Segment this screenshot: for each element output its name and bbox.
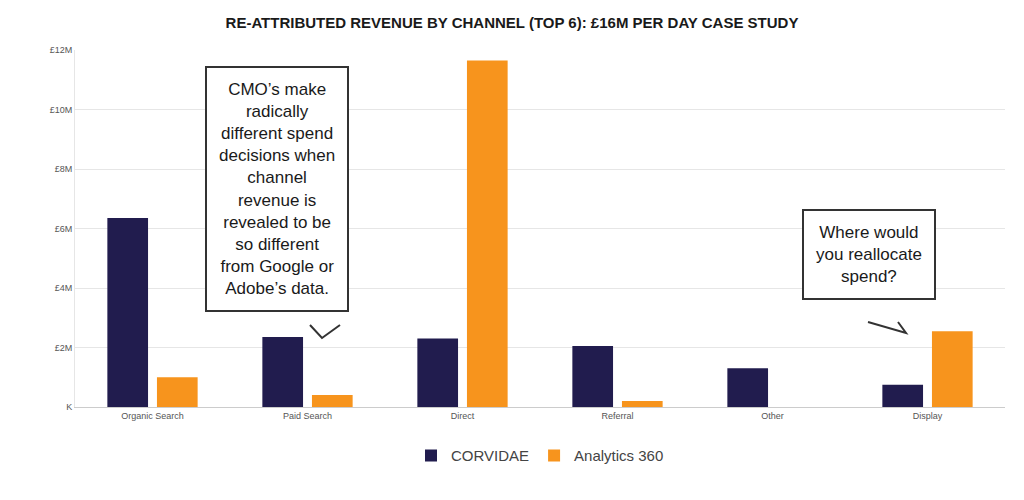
svg-text:Display: Display [913, 411, 943, 421]
svg-text:£6M: £6M [55, 224, 73, 234]
svg-text:Other: Other [761, 411, 784, 421]
svg-text:Direct: Direct [451, 411, 475, 421]
svg-text:£12M: £12M [50, 45, 73, 55]
svg-text:Where wouldyou reallocatespend: Where wouldyou reallocatespend? [816, 223, 922, 286]
svg-text:£8M: £8M [55, 164, 73, 174]
svg-text:Paid Search: Paid Search [283, 411, 332, 421]
svg-text:Referral: Referral [601, 411, 633, 421]
svg-text:CMO’s makeradicallydifferent s: CMO’s makeradicallydifferent spenddecisi… [219, 80, 335, 298]
svg-text:RE-ATTRIBUTED REVENUE BY CHANN: RE-ATTRIBUTED REVENUE BY CHANNEL (TOP 6)… [226, 14, 799, 31]
svg-text:£10M: £10M [50, 105, 73, 115]
svg-text:K: K [66, 402, 72, 412]
svg-text:£4M: £4M [55, 283, 73, 293]
svg-text:Organic Search: Organic Search [121, 411, 184, 421]
svg-text:£2M: £2M [55, 343, 73, 353]
svg-text:CORVIDAE: CORVIDAE [451, 447, 529, 464]
svg-text:Analytics 360: Analytics 360 [574, 447, 663, 464]
